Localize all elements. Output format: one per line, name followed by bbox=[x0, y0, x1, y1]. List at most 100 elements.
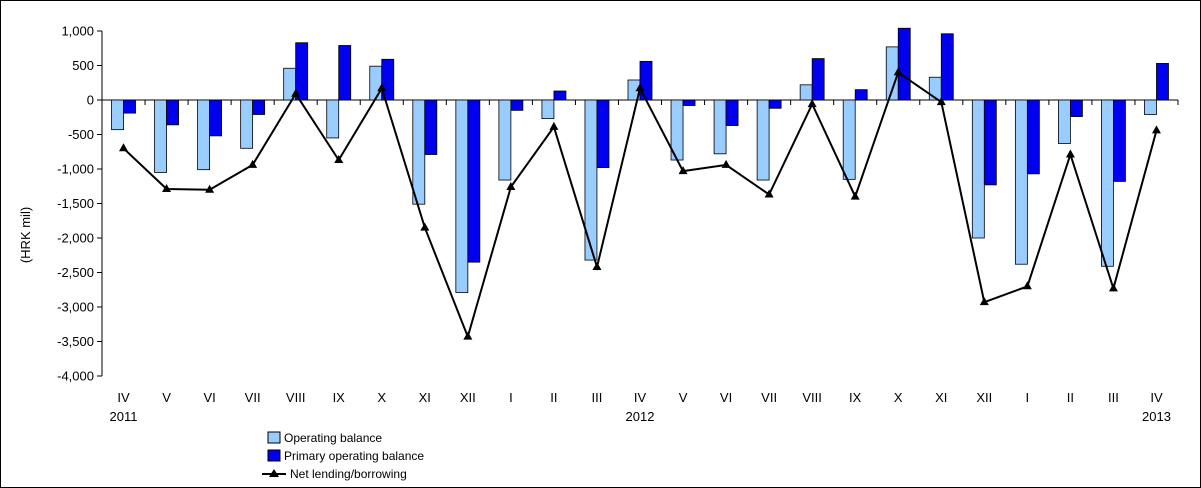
bar-primary-operating-balance bbox=[897, 27, 911, 101]
x-tick-label: VIII bbox=[802, 390, 822, 405]
y-tick-label: -1,000 bbox=[57, 162, 94, 177]
x-tick-label: II bbox=[1067, 390, 1074, 405]
legend-label-primary-operating-balance: Primary operating balance bbox=[284, 449, 424, 463]
line-point-net-lending-borrowing bbox=[635, 83, 645, 92]
line-point-net-lending-borrowing bbox=[850, 191, 860, 200]
line-point-net-lending-borrowing bbox=[721, 159, 731, 168]
bar-primary-operating-balance bbox=[553, 90, 567, 101]
bar-operating-balance bbox=[713, 99, 727, 155]
bar-operating-balance bbox=[928, 76, 942, 101]
x-tick-label: III bbox=[1108, 390, 1119, 405]
bar-primary-operating-balance bbox=[1026, 99, 1040, 175]
bar-primary-operating-balance bbox=[725, 99, 739, 126]
bar-primary-operating-balance bbox=[338, 45, 352, 101]
bar-operating-balance bbox=[799, 84, 813, 101]
bar-operating-balance bbox=[842, 99, 856, 180]
legend-swatch-primary-operating-balance bbox=[267, 449, 281, 462]
bar-primary-operating-balance bbox=[209, 99, 223, 137]
legend-marker-net-lending bbox=[269, 469, 279, 477]
bar-primary-operating-balance bbox=[983, 99, 997, 186]
bar-primary-operating-balance bbox=[123, 99, 136, 114]
legend-label-operating-balance: Operating balance bbox=[284, 431, 382, 445]
line-series bbox=[119, 67, 1161, 340]
x-tick-label: XI bbox=[419, 390, 431, 405]
bar-primary-operating-balance bbox=[639, 60, 653, 101]
line-point-net-lending-borrowing bbox=[893, 67, 903, 76]
bar-primary-operating-balance bbox=[252, 99, 266, 115]
bar-primary-operating-balance bbox=[510, 99, 524, 111]
x-year-label: 2013 bbox=[1142, 409, 1171, 424]
line-point-net-lending-borrowing bbox=[162, 184, 172, 193]
bar-operating-balance bbox=[756, 99, 770, 181]
x-tick-label: IX bbox=[333, 390, 346, 405]
y-tick-label: 500 bbox=[72, 58, 94, 73]
bar-operating-balance bbox=[326, 99, 340, 139]
y-tick-label: -1,500 bbox=[57, 196, 94, 211]
bar-operating-balance bbox=[584, 99, 598, 261]
line-point-net-lending-borrowing bbox=[936, 97, 946, 106]
bar-primary-operating-balance bbox=[166, 99, 179, 126]
bar-operating-balance bbox=[541, 99, 555, 120]
line-point-net-lending-borrowing bbox=[463, 331, 473, 340]
bar-operating-balance bbox=[111, 99, 124, 131]
line-point-net-lending-borrowing bbox=[807, 99, 817, 108]
y-tick-label: 1,000 bbox=[61, 24, 94, 39]
x-tick-label: IV bbox=[117, 390, 130, 405]
bar-operating-balance bbox=[971, 99, 985, 239]
x-tick-label: XII bbox=[976, 390, 992, 405]
x-tick-label: XI bbox=[935, 390, 947, 405]
bar-primary-operating-balance bbox=[467, 99, 481, 263]
x-tick-label: XII bbox=[460, 390, 476, 405]
y-tick-label: -3,500 bbox=[57, 334, 94, 349]
bar-primary-operating-balance bbox=[940, 33, 954, 101]
x-tick-label: I bbox=[1026, 390, 1030, 405]
x-tick-label: V bbox=[162, 390, 171, 405]
x-tick-label: X bbox=[377, 390, 386, 405]
x-tick-label: IV bbox=[1150, 390, 1163, 405]
y-axis: 1,000 500 0 -500 -1,000 -1,500 -2,000 -2,500 -3,… bbox=[57, 24, 103, 384]
line-point-net-lending-borrowing bbox=[248, 159, 258, 168]
bar-operating-balance bbox=[1144, 99, 1157, 115]
line-point-net-lending-borrowing bbox=[1022, 281, 1032, 290]
x-axis: IV V VI VII VIII IX X XI XII I II III IV V VI VII VIII IX… bbox=[101, 99, 1179, 424]
line-point-net-lending-borrowing bbox=[678, 166, 688, 175]
y-tick-label: 0 bbox=[87, 93, 94, 108]
line-point-net-lending-borrowing bbox=[119, 143, 129, 152]
x-tick-label: V bbox=[679, 390, 688, 405]
x-tick-label: VII bbox=[761, 390, 777, 405]
bar-primary-operating-balance bbox=[596, 99, 610, 169]
bar-primary-operating-balance bbox=[768, 99, 782, 109]
line-point-net-lending-borrowing bbox=[291, 88, 301, 97]
y-tick-label: -3,000 bbox=[57, 300, 94, 315]
x-year-label: 2011 bbox=[110, 409, 138, 424]
y-tick-label: -500 bbox=[68, 127, 94, 142]
bar-operating-balance bbox=[240, 99, 254, 149]
legend: Operating balance Primary operating bala… bbox=[262, 431, 424, 481]
bar-primary-operating-balance bbox=[1070, 99, 1083, 117]
x-tick-label: IV bbox=[634, 390, 647, 405]
line-net-lending-borrowing bbox=[122, 70, 1158, 340]
x-tick-label: VII bbox=[245, 390, 261, 405]
line-point-net-lending-borrowing bbox=[506, 181, 516, 190]
bar-primary-operating-balance bbox=[295, 42, 309, 101]
bar-operating-balance bbox=[1058, 99, 1071, 144]
y-tick-label: -2,000 bbox=[57, 231, 94, 246]
bar-operating-balance bbox=[369, 65, 383, 101]
x-tick-label: VI bbox=[720, 390, 732, 405]
line-point-net-lending-borrowing bbox=[979, 297, 989, 306]
bar-marks bbox=[111, 27, 1169, 293]
x-tick-label: VI bbox=[203, 390, 215, 405]
bar-operating-balance bbox=[1101, 99, 1114, 267]
legend-label-net-lending: Net lending/borrowing bbox=[290, 467, 407, 481]
bar-primary-operating-balance bbox=[424, 99, 438, 155]
line-point-net-lending-borrowing bbox=[1065, 149, 1075, 158]
bar-operating-balance bbox=[1014, 99, 1028, 265]
line-point-net-lending-borrowing bbox=[1151, 125, 1161, 134]
y-axis-label: (HRK mil) bbox=[18, 207, 33, 263]
bar-primary-operating-balance bbox=[854, 89, 868, 101]
line-point-net-lending-borrowing bbox=[764, 189, 774, 198]
bar-primary-operating-balance bbox=[811, 58, 825, 101]
x-year-label: 2012 bbox=[626, 409, 655, 424]
